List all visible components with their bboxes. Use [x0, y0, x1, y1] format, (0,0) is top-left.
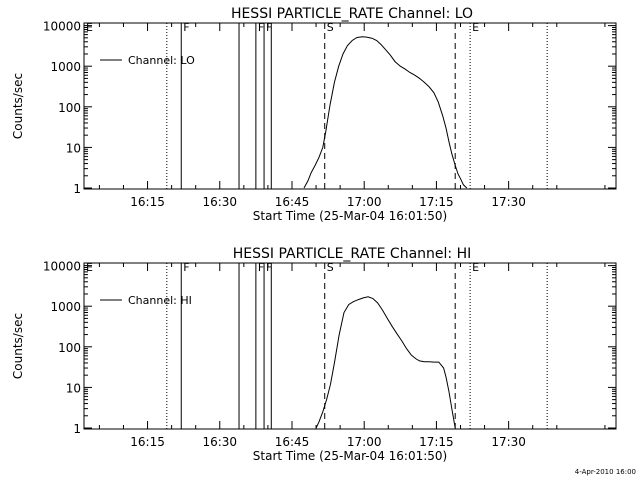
x-tick-label: 17:15	[419, 435, 454, 449]
footer-timestamp: 4-Apr-2010 16:00	[575, 468, 636, 476]
x-tick-label: 17:00	[347, 195, 382, 209]
event-marker-label: S	[327, 21, 334, 34]
y-axis-label: Counts/sec	[11, 73, 25, 139]
event-marker-label: E	[472, 21, 479, 34]
y-tick-label: 10000	[43, 260, 81, 274]
y-tick-label: 100	[58, 341, 81, 355]
legend-label: Channel: HI	[128, 294, 192, 307]
x-axis-label: Start Time (25-Mar-04 16:01:50)	[253, 209, 447, 223]
event-marker-label: F	[183, 21, 189, 34]
event-marker-label: E	[86, 21, 93, 34]
y-tick-label: 10	[66, 141, 81, 155]
chart-title: HESSI PARTICLE_RATE Channel: HI	[233, 246, 471, 262]
event-marker-label: F	[258, 261, 264, 274]
x-tick-label: 17:30	[491, 435, 526, 449]
x-tick-label: 16:15	[130, 195, 165, 209]
event-marker-label: F	[266, 261, 272, 274]
event-marker-label: E	[86, 261, 93, 274]
y-axis-label: Counts/sec	[11, 313, 25, 379]
x-tick-label: 17:15	[419, 195, 454, 209]
y-tick-label: 1	[73, 422, 81, 436]
count-rate-series-line	[303, 36, 468, 189]
x-axis-label: Start Time (25-Mar-04 16:01:50)	[253, 449, 447, 463]
y-tick-label: 10000	[43, 20, 81, 34]
legend-label: Channel: LO	[128, 54, 195, 67]
y-tick-label: 1000	[50, 300, 81, 314]
chart-panel-lo: HESSI PARTICLE_RATE Channel: LO Start Tim…	[11, 6, 617, 223]
event-marker-label: F	[266, 21, 272, 34]
count-rate-series-line	[315, 296, 456, 429]
x-tick-label: 16:30	[202, 435, 237, 449]
y-tick-label: 100	[58, 101, 81, 115]
event-marker-label: S	[327, 261, 334, 274]
y-tick-label: 10	[66, 381, 81, 395]
x-tick-label: 17:30	[491, 195, 526, 209]
plot-frame	[83, 22, 617, 190]
x-tick-label: 16:45	[275, 195, 310, 209]
x-tick-label: 16:15	[130, 435, 165, 449]
y-tick-label: 1000	[50, 60, 81, 74]
y-tick-label: 1	[73, 182, 81, 196]
event-marker-label: E	[472, 261, 479, 274]
event-marker-label: F	[258, 21, 264, 34]
plot-frame	[83, 262, 617, 430]
x-tick-label: 16:30	[202, 195, 237, 209]
chart-title: HESSI PARTICLE_RATE Channel: LO	[231, 6, 473, 22]
event-marker-label: F	[183, 261, 189, 274]
chart-panel-hi: HESSI PARTICLE_RATE Channel: HI Start Tim…	[11, 246, 617, 463]
x-tick-label: 17:00	[347, 435, 382, 449]
x-tick-label: 16:45	[275, 435, 310, 449]
